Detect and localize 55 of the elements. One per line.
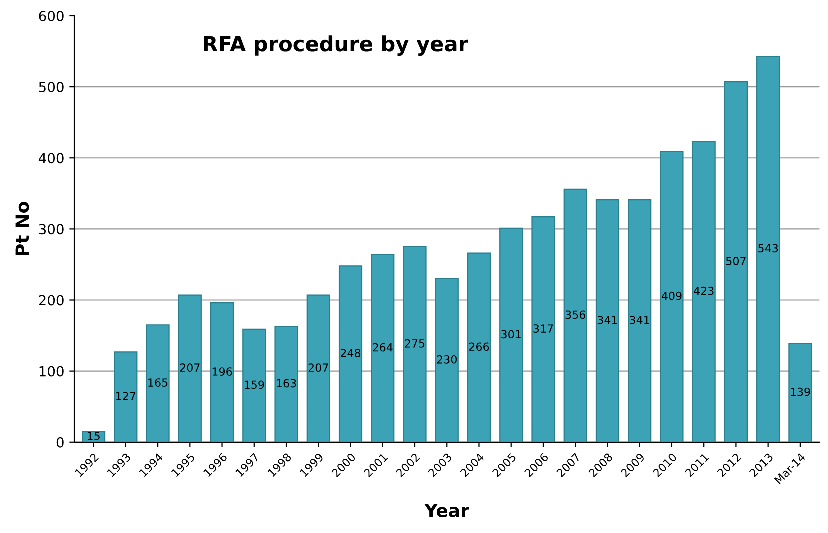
y-tick-label: 200 — [39, 295, 64, 306]
data-label: 543 — [758, 244, 778, 253]
bar — [435, 278, 459, 442]
data-label: 159 — [245, 380, 264, 390]
bar — [306, 294, 330, 442]
data-label: 207 — [308, 364, 328, 372]
x-axis-title: Year — [424, 504, 470, 518]
bar — [500, 228, 524, 442]
data-label: 341 — [598, 316, 618, 324]
bar — [114, 352, 138, 442]
y-tick-label: 500 — [39, 82, 64, 93]
y-axis-title: Pt No — [16, 202, 30, 256]
data-label: 165 — [148, 378, 168, 387]
bar — [274, 326, 298, 442]
data-label: 301 — [502, 330, 521, 339]
data-label: 341 — [630, 316, 650, 324]
y-tick-label: 600 — [39, 10, 64, 22]
data-label: 409 — [662, 292, 682, 300]
data-label: 356 — [566, 310, 586, 320]
bar — [467, 252, 492, 442]
bar — [756, 56, 780, 442]
data-label: 266 — [469, 342, 490, 352]
data-label: 139 — [791, 388, 810, 396]
bar — [403, 246, 427, 442]
data-label: 127 — [116, 392, 136, 400]
text: RFA procedure by year — [204, 36, 468, 56]
y-tick-label: 100 — [40, 366, 64, 377]
data-label: 207 — [180, 364, 200, 372]
bar — [338, 266, 363, 442]
bar — [788, 343, 812, 442]
bar — [146, 324, 170, 442]
data-label: 264 — [373, 343, 393, 352]
data-label: 15 — [88, 432, 100, 440]
bar — [724, 82, 748, 442]
data-label: 163 — [277, 379, 296, 388]
y-tick-label: 0 — [56, 437, 64, 448]
bar — [628, 200, 652, 442]
data-label: 248 — [340, 349, 361, 358]
bar — [692, 141, 716, 442]
data-label: 275 — [405, 339, 425, 348]
y-tick-label: 400 — [38, 153, 64, 164]
bar — [564, 188, 588, 442]
data-label: 507 — [726, 257, 746, 266]
data-label: 196 — [212, 368, 232, 376]
bar — [532, 216, 556, 442]
data-label: 230 — [437, 355, 457, 364]
bar — [596, 200, 620, 442]
bar — [178, 294, 202, 442]
bar — [371, 254, 395, 442]
y-tick-label: 300 — [39, 224, 64, 235]
data-label: 317 — [534, 324, 554, 333]
bar — [660, 151, 684, 442]
bar — [210, 302, 234, 442]
data-label: 423 — [694, 286, 714, 296]
bar — [242, 328, 266, 442]
